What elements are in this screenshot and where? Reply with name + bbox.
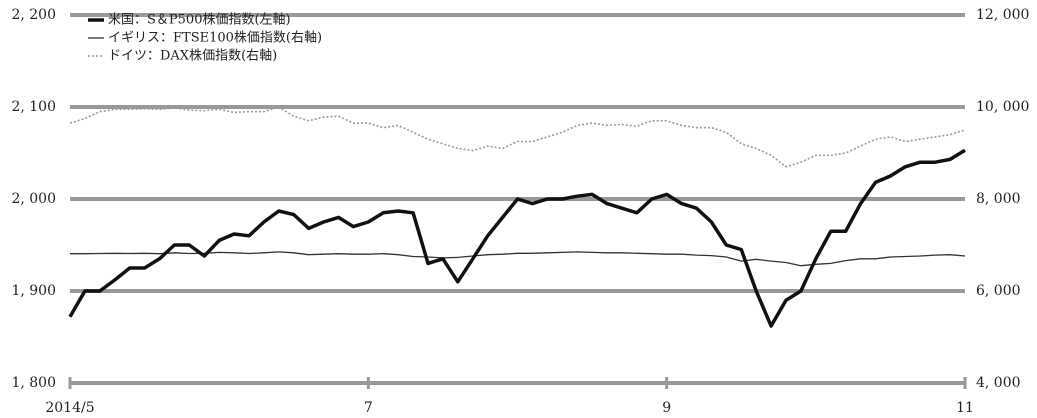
y2-tick-label: 6, 000 — [976, 283, 1021, 299]
y2-tick-label: 10, 000 — [976, 99, 1029, 115]
y-tick-label: 2, 200 — [11, 7, 56, 23]
legend-label: 米国：S＆P500株価指数(左軸) — [108, 13, 291, 28]
series-line — [69, 106, 966, 168]
x-tick-label: 7 — [364, 400, 373, 416]
series-line — [70, 251, 966, 267]
series-line — [68, 148, 966, 328]
x-tick-label: 11 — [956, 400, 974, 416]
x-tick-label: 9 — [662, 400, 671, 416]
y-tick-label: 2, 000 — [11, 191, 56, 207]
y-tick-label: 1, 800 — [11, 375, 56, 391]
x-tick-label: 2014/5 — [45, 400, 94, 416]
y-tick-label: 1, 900 — [11, 283, 56, 299]
y2-tick-label: 4, 000 — [976, 375, 1021, 391]
legend-label: ドイツ：DAX株価指数(右軸) — [108, 49, 277, 64]
y2-tick-label: 12, 000 — [976, 7, 1029, 23]
legend-label: イギリス：FTSE100株価指数(右軸) — [108, 31, 322, 46]
y-tick-label: 2, 100 — [11, 99, 56, 115]
y2-tick-label: 8, 000 — [976, 191, 1021, 207]
